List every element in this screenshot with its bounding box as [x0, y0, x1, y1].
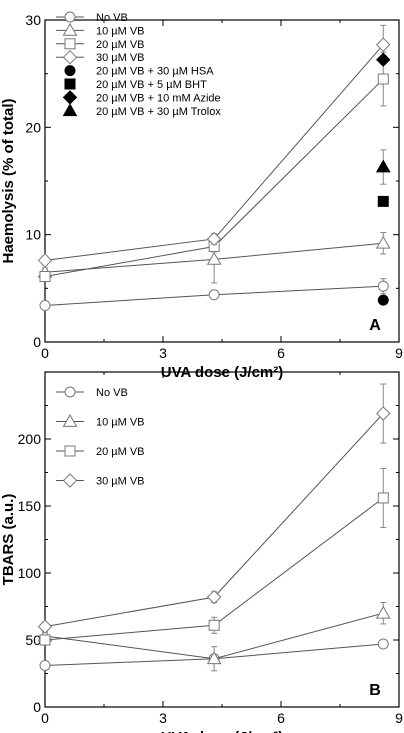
data-point — [37, 253, 53, 268]
legend-label: No VB — [96, 12, 128, 24]
x-tick-label: 0 — [41, 710, 49, 726]
y-tick-label: 20 — [25, 119, 41, 135]
data-point — [376, 406, 391, 421]
data-point — [377, 294, 389, 306]
legend-label: 20 µM VB + 30 µM HSA — [96, 66, 214, 78]
legend-label: 20 µM VB — [96, 446, 145, 458]
data-point — [375, 159, 391, 173]
series-a-6 — [376, 52, 391, 67]
legend-marker — [62, 473, 78, 488]
legend-marker — [64, 78, 76, 90]
data-point — [377, 638, 389, 650]
legend-marker — [64, 11, 76, 23]
legend-marker — [62, 49, 78, 65]
data-point — [39, 271, 51, 283]
data-point — [375, 235, 391, 249]
series-a-5 — [377, 195, 389, 207]
x-axis-title: UVA dose (J/cm²) — [161, 729, 284, 733]
legend-entry: 20 µM VB — [56, 445, 145, 458]
data-point — [39, 659, 51, 671]
legend-marker — [62, 413, 78, 427]
y-tick-label: 100 — [18, 565, 42, 581]
y-tick-label: 30 — [25, 12, 41, 28]
data-point — [375, 605, 391, 619]
x-tick-label: 3 — [159, 710, 167, 726]
legend-entry: 20 µM VB + 5 µM BHT — [64, 78, 207, 91]
x-tick-label: 0 — [41, 345, 49, 361]
legend-label: 20 µM VB + 10 mM Azide — [96, 92, 221, 104]
data-point — [206, 589, 222, 605]
y-tick-label: 0 — [33, 334, 41, 350]
legend-marker — [64, 386, 76, 398]
y-axis-title: Haemolysis (% of total) — [0, 98, 17, 263]
y-tick-label: 0 — [33, 699, 41, 715]
series-a-3 — [37, 24, 391, 268]
series-a-7 — [375, 149, 391, 185]
data-point — [37, 619, 53, 634]
legend-entry: No VB — [56, 11, 128, 24]
x-tick-label: 3 — [159, 345, 167, 361]
series-a-2 — [39, 51, 389, 283]
y-tick-label: 200 — [18, 431, 42, 447]
panel-letter: A — [369, 317, 381, 334]
x-tick-label: 6 — [277, 345, 285, 361]
data-point — [39, 300, 51, 312]
data-point — [376, 37, 391, 52]
legend-label: 10 µM VB — [96, 25, 145, 37]
panel-letter: B — [369, 682, 381, 699]
data-point — [208, 289, 220, 301]
data-point — [376, 52, 391, 67]
y-tick-label: 50 — [25, 632, 41, 648]
legend-label: No VB — [96, 387, 128, 399]
legend-marker — [64, 65, 76, 77]
data-point — [377, 195, 389, 207]
legend-label: 10 µM VB — [96, 417, 145, 429]
legend-entry: 20 µM VB + 30 µM HSA — [64, 65, 214, 78]
legend-label: 30 µM VB — [96, 52, 145, 64]
legend-label: 20 µM VB + 5 µM BHT — [96, 79, 207, 91]
legend-marker — [62, 103, 78, 117]
legend-entry: 20 µM VB + 30 µM Trolox — [62, 103, 221, 118]
legend-label: 20 µM VB + 30 µM Trolox — [96, 106, 221, 118]
series-b-3 — [37, 383, 391, 634]
y-tick-label: 10 — [25, 227, 41, 243]
legend-entry: 30 µM VB — [56, 49, 145, 65]
series-a-0 — [39, 278, 389, 312]
legend-entry: 10 µM VB — [56, 413, 145, 429]
data-point — [377, 492, 389, 504]
legend-entry: 20 µM VB — [56, 38, 145, 51]
legend-label: 30 µM VB — [96, 476, 145, 488]
series-a-4 — [377, 294, 389, 306]
y-tick-label: 150 — [18, 498, 42, 514]
legend-marker — [62, 22, 78, 36]
legend-entry: 30 µM VB — [56, 473, 145, 488]
legend-entry: 20 µM VB + 10 mM Azide — [62, 90, 221, 105]
data-point — [377, 73, 389, 85]
data-point — [206, 651, 222, 665]
x-tick-label: 6 — [277, 710, 285, 726]
data-point — [206, 251, 222, 265]
x-tick-label: 9 — [395, 345, 403, 361]
y-axis-title: TBARS (a.u.) — [0, 494, 17, 586]
legend-label: 20 µM VB — [96, 39, 145, 51]
series-b-2 — [39, 467, 389, 646]
legend-entry: No VB — [56, 386, 128, 399]
data-point — [39, 634, 51, 646]
legend-marker — [64, 38, 76, 50]
legend-entry: 10 µM VB — [56, 22, 145, 37]
legend-marker — [62, 90, 78, 105]
data-point — [208, 619, 220, 631]
data-point — [206, 231, 222, 247]
data-point — [377, 280, 389, 292]
legend-marker — [64, 445, 76, 457]
x-tick-label: 9 — [395, 710, 403, 726]
panel-b: 0 3 6 9 0 50 100 150 200 UVA dose (J/cm²) TBARS (a… — [0, 371, 403, 733]
series-b-1 — [37, 601, 391, 672]
